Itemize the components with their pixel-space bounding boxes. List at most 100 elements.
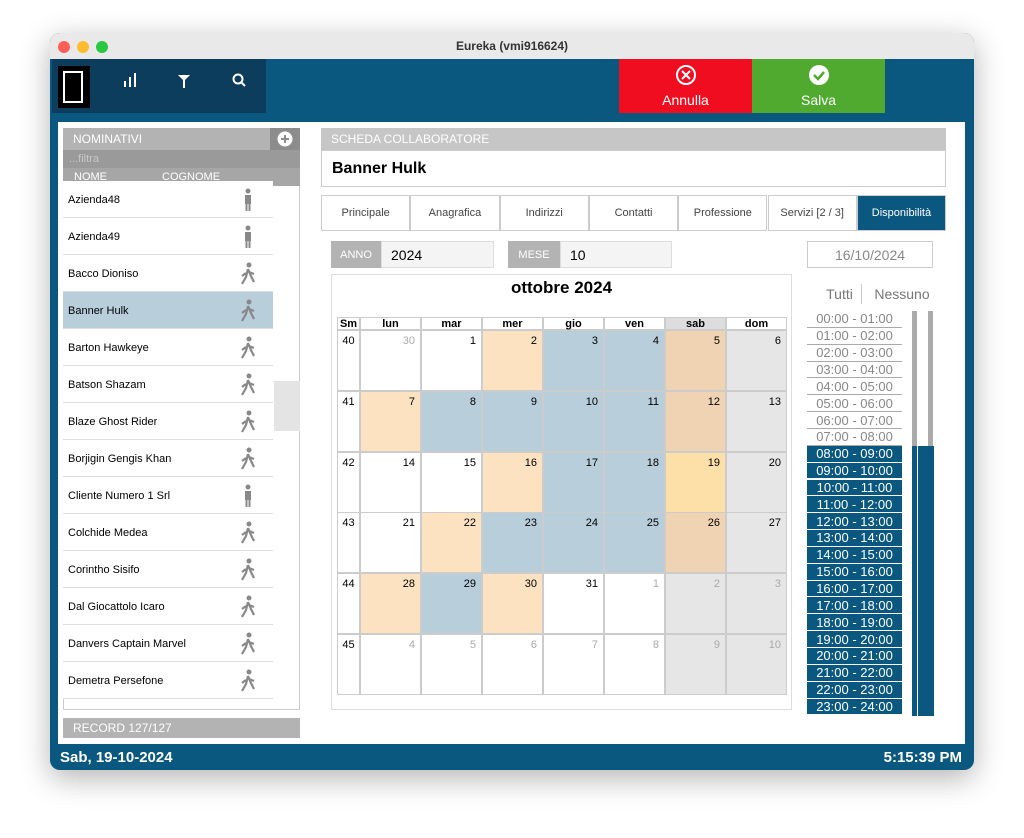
list-row[interactable] [63,403,273,440]
time-slot[interactable]: 10:00 - 11:00 [807,479,902,497]
day-cell[interactable]: 9 [665,634,726,695]
list-row[interactable] [63,477,273,514]
tab[interactable]: Servizi [2 / 3] [767,195,857,231]
time-slot[interactable]: 23:00 - 24:00 [807,698,902,716]
search-icon[interactable] [232,73,244,85]
day-cell[interactable]: 4 [360,634,421,695]
time-slot[interactable]: 11:00 - 12:00 [807,496,902,514]
time-slot[interactable]: 22:00 - 23:00 [807,681,902,699]
list-row[interactable] [63,625,273,662]
list-row[interactable] [63,440,273,477]
add-button[interactable] [270,128,300,150]
day-cell[interactable]: 8 [604,634,665,695]
day-cell[interactable]: 12 [665,390,726,452]
day-cell[interactable]: 20 [726,451,787,513]
time-slot[interactable]: 03:00 - 04:00 [807,362,902,379]
day-cell[interactable]: 23 [482,512,543,574]
chart-icon[interactable] [124,81,126,87]
time-slot[interactable]: 09:00 - 10:00 [807,462,902,480]
time-slot[interactable]: 15:00 - 16:00 [807,563,902,581]
day-cell[interactable]: 14 [360,451,421,513]
day-cell[interactable]: 18 [604,451,665,513]
cancel-button[interactable]: Annulla [619,59,752,113]
list-row[interactable] [63,329,273,366]
list-row[interactable] [63,181,273,218]
day-cell[interactable]: 30 [482,573,543,635]
time-slot[interactable]: 18:00 - 19:00 [807,614,902,632]
time-slot[interactable]: 17:00 - 18:00 [807,597,902,615]
day-cell[interactable]: 6 [482,634,543,695]
time-slot[interactable]: 08:00 - 09:00 [807,445,902,463]
zoom-button[interactable] [96,41,108,53]
day-cell[interactable]: 31 [543,573,604,635]
time-slot[interactable]: 16:00 - 17:00 [807,580,902,598]
day-cell[interactable]: 2 [665,573,726,635]
scrollbar-thumb[interactable] [274,381,300,431]
chart-icon[interactable] [134,73,136,87]
time-slot[interactable]: 19:00 - 20:00 [807,631,902,648]
filter-input[interactable]: ...filtra [63,150,300,168]
time-slot[interactable]: 20:00 - 21:00 [807,648,902,665]
time-slot[interactable]: 13:00 - 14:00 [807,530,902,547]
day-cell[interactable]: 16 [482,451,543,513]
day-cell[interactable]: 6 [726,330,787,391]
day-cell[interactable]: 5 [421,634,482,695]
filter-icon[interactable] [178,75,190,88]
list-row[interactable] [63,366,273,403]
day-cell[interactable]: 8 [421,390,482,452]
close-button[interactable] [58,41,70,53]
time-slot[interactable]: 07:00 - 08:00 [807,429,902,446]
time-slot[interactable]: 06:00 - 07:00 [807,412,902,429]
save-button[interactable]: Salva [752,59,885,113]
day-cell[interactable]: 1 [421,330,482,391]
month-value[interactable]: 10 [560,241,672,268]
list-row[interactable] [63,588,273,625]
day-cell[interactable]: 10 [543,390,604,452]
select-all[interactable]: Tutti [818,284,862,304]
chart-icon[interactable] [129,77,131,87]
date-value[interactable]: 16/10/2024 [807,241,933,268]
day-cell[interactable]: 13 [726,390,787,452]
tab[interactable]: Anagrafica [410,195,500,231]
day-cell[interactable]: 7 [543,634,604,695]
day-cell[interactable]: 25 [604,512,665,574]
day-cell[interactable]: 17 [543,451,604,513]
list-row[interactable] [63,551,273,588]
tab[interactable]: Indirizzi [499,195,589,231]
day-cell[interactable]: 22 [421,512,482,574]
day-cell[interactable]: 9 [482,390,543,452]
day-cell[interactable]: 21 [360,512,421,574]
day-cell[interactable]: 10 [726,634,787,695]
list-row[interactable] [63,662,273,699]
day-cell[interactable]: 3 [543,330,604,391]
day-cell[interactable]: 27 [726,512,787,574]
day-cell[interactable]: 19 [665,451,726,513]
time-slot[interactable]: 00:00 - 01:00 [807,311,902,328]
minimize-button[interactable] [77,41,89,53]
day-cell[interactable]: 30 [360,330,421,391]
tab[interactable]: Principale [321,195,411,231]
day-cell[interactable]: 29 [421,573,482,635]
day-cell[interactable]: 2 [482,330,543,391]
day-cell[interactable]: 7 [360,390,421,452]
time-slot[interactable]: 21:00 - 22:00 [807,664,902,682]
time-slot[interactable]: 05:00 - 06:00 [807,395,902,413]
day-cell[interactable]: 5 [665,330,726,391]
time-slot[interactable]: 04:00 - 05:00 [807,378,902,396]
time-slot[interactable]: 14:00 - 15:00 [807,546,902,564]
day-cell[interactable]: 3 [726,573,787,635]
day-cell[interactable]: 26 [665,512,726,574]
list-row[interactable] [63,255,273,292]
year-value[interactable]: 2024 [381,241,494,268]
day-cell[interactable]: 28 [360,573,421,635]
list-row[interactable] [63,218,273,255]
tab[interactable]: Contatti [588,195,679,231]
day-cell[interactable]: 1 [604,573,665,635]
time-slot[interactable]: 02:00 - 03:00 [807,345,902,362]
list-row[interactable] [63,292,273,329]
select-none[interactable]: Nessuno [874,286,930,302]
day-cell[interactable]: 24 [543,512,604,574]
tab[interactable]: Disponibilità [856,195,947,231]
time-slot[interactable]: 01:00 - 02:00 [807,328,902,345]
day-cell[interactable]: 11 [604,390,665,452]
